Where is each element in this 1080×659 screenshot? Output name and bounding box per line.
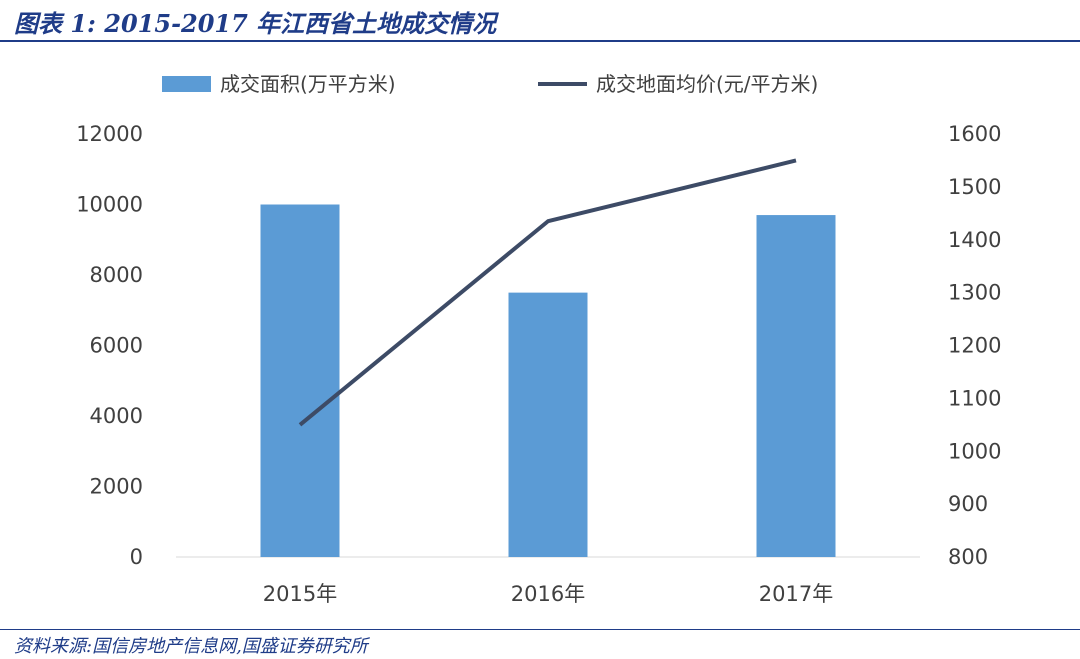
legend-line-label: 成交地面均价(元/平方米): [596, 72, 818, 96]
y-left-tick-label: 8000: [90, 263, 143, 287]
chart: 成交面积(万平方米) 成交地面均价(元/平方米) 0 2000 4000 6000 80…: [76, 72, 1001, 606]
y-left-tick-label: 12000: [76, 122, 143, 146]
x-tick-label: 2017年: [759, 582, 833, 606]
y-left-tick-label: 6000: [90, 334, 143, 358]
y-left-tick-label: 4000: [90, 404, 143, 428]
bar: [508, 292, 588, 557]
legend-bar-swatch: [162, 76, 211, 92]
y-right-tick-label: 1400: [948, 228, 1001, 252]
source-note: 资料来源:国信房地产信息网,国盛证券研究所: [14, 636, 368, 657]
y-right-tick-label: 1600: [948, 122, 1001, 146]
bar: [260, 204, 340, 557]
y-left-tick-label: 2000: [90, 475, 143, 499]
bar-series: [260, 204, 836, 557]
figure-title: 图表 1: 2015-2017 年江西省土地成交情况: [14, 9, 497, 38]
y-left-tick-label: 10000: [76, 193, 143, 217]
y-right-tick-label: 800: [948, 545, 988, 569]
y-left-tick-label: 0: [130, 545, 143, 569]
y-right-tick-label: 1500: [948, 175, 1001, 199]
legend-bar-label: 成交面积(万平方米): [220, 72, 396, 96]
y-right-tick-label: 1000: [948, 439, 1001, 463]
y-right-tick-label: 900: [948, 492, 988, 516]
y-right-tick-label: 1100: [948, 386, 1001, 410]
title-rule: [0, 40, 1080, 42]
x-tick-label: 2016年: [511, 582, 585, 606]
legend: 成交面积(万平方米) 成交地面均价(元/平方米): [162, 72, 818, 96]
y-right-tick-label: 1200: [948, 334, 1001, 358]
line-series: [298, 158, 797, 427]
price-line: [298, 158, 797, 427]
source-rule: [0, 629, 1080, 630]
x-tick-label: 2015年: [263, 582, 337, 606]
y-right-tick-label: 1300: [948, 281, 1001, 305]
x-axis-labels: 2015年 2016年 2017年: [263, 582, 833, 606]
bar: [756, 215, 836, 557]
y-axis-left: 0 2000 4000 6000 8000 10000 12000: [76, 122, 143, 569]
y-axis-right: 800 900 1000 1100 1200 1300 1400 1500 1600: [948, 122, 1001, 569]
